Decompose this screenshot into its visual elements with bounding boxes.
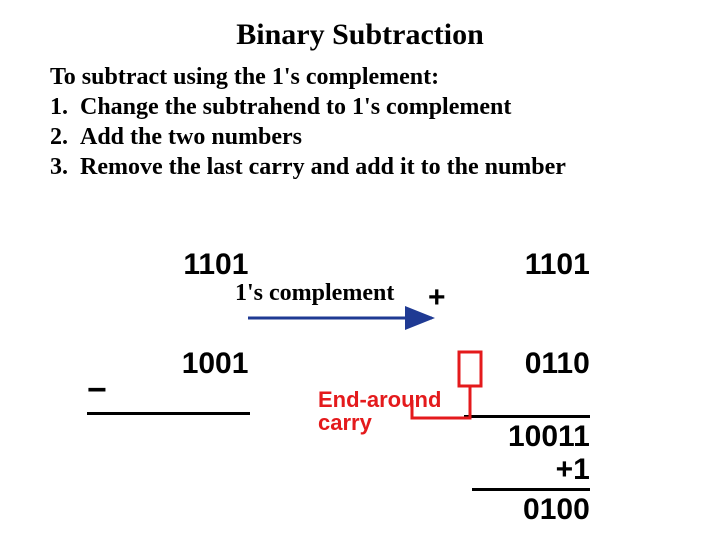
end-around-line2: carry	[318, 411, 441, 434]
right-intermediate: 10011	[508, 420, 590, 453]
right-result: 0100	[523, 493, 590, 526]
end-around-line1: End-around	[318, 388, 441, 411]
step-2: 2.Add the two numbers	[50, 122, 566, 152]
page-title: Binary Subtraction	[0, 18, 720, 52]
left-minuend: 1101	[115, 248, 248, 281]
right-addend: 0110	[525, 347, 590, 380]
right-carry-add: +1	[556, 453, 590, 486]
right-rule-1	[464, 415, 590, 418]
step-1: 1.Change the subtrahend to 1's complemen…	[50, 92, 566, 122]
left-subtrahend: 1001	[182, 347, 249, 380]
step-1-text: Change the subtrahend to 1's complement	[80, 94, 511, 120]
ones-complement-label: 1's complement	[235, 280, 394, 307]
end-around-carry-label: End-around carry	[318, 388, 441, 434]
minus-operator: −	[87, 372, 107, 409]
left-arithmetic-block: 1101 − 1001	[115, 248, 248, 413]
intro-text: To subtract using the 1's complement:	[50, 62, 439, 92]
step-3: 3.Remove the last carry and add it to th…	[50, 152, 566, 182]
step-3-text: Remove the last carry and add it to the …	[80, 154, 566, 180]
plus-operator: +	[428, 281, 446, 314]
right-minuend: 1101	[525, 248, 590, 281]
step-2-text: Add the two numbers	[80, 124, 302, 150]
steps-list: 1.Change the subtrahend to 1's complemen…	[50, 92, 566, 182]
right-rule-2	[472, 488, 590, 491]
right-arithmetic-block: 1101 + 0110 10011 +1 0100	[458, 248, 590, 526]
left-rule-line	[87, 412, 250, 415]
